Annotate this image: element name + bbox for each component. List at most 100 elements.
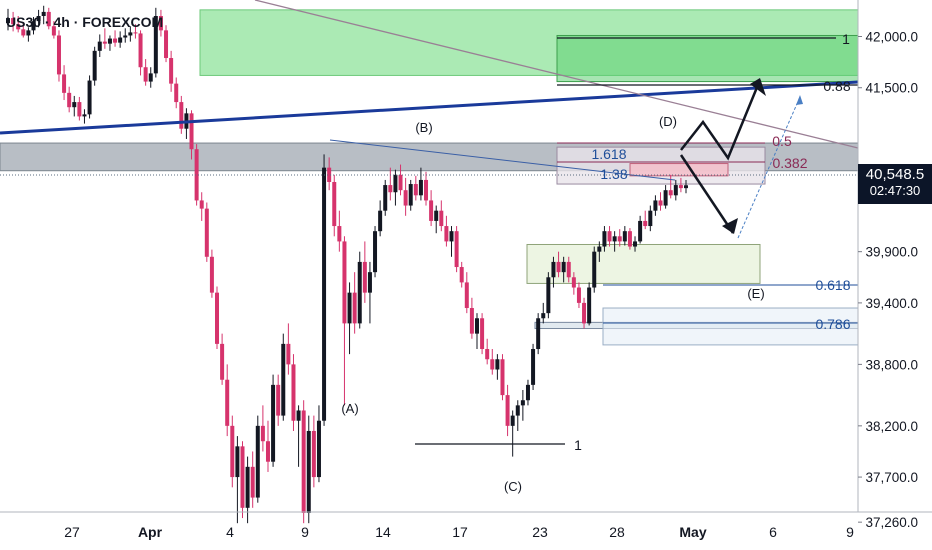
candle-body bbox=[169, 58, 174, 84]
fib-e-zone bbox=[602, 307, 859, 346]
candle-body bbox=[612, 236, 617, 242]
candle-body bbox=[495, 359, 500, 370]
candle-body bbox=[316, 420, 321, 478]
candle-body bbox=[500, 359, 505, 396]
candle-body bbox=[6, 18, 10, 24]
candle-body bbox=[607, 231, 612, 242]
fib-138-label: 1.38 bbox=[600, 166, 627, 182]
candle-body bbox=[434, 210, 439, 221]
candle-body bbox=[332, 181, 337, 227]
candle-body bbox=[327, 167, 332, 182]
candle-body bbox=[337, 226, 342, 242]
descending-trendline bbox=[254, 0, 859, 149]
candle-body bbox=[403, 190, 408, 206]
x-tick-label: 27 bbox=[64, 524, 80, 540]
candle-body bbox=[260, 425, 265, 442]
candle-body bbox=[164, 30, 169, 59]
candle-body bbox=[663, 190, 668, 206]
candle-body bbox=[541, 313, 546, 319]
candle-body bbox=[556, 261, 561, 273]
symbol-title: US30 · 4h · FOREXCOM bbox=[6, 14, 164, 30]
candle-body bbox=[490, 359, 495, 370]
x-tick-label: Apr bbox=[138, 524, 163, 540]
wave-label-e: (E) bbox=[747, 286, 764, 301]
candle-body bbox=[113, 38, 118, 43]
candle-body bbox=[378, 210, 383, 232]
candle-body bbox=[393, 174, 398, 193]
candle-body bbox=[367, 272, 372, 293]
x-tick-label: 17 bbox=[452, 524, 468, 540]
candle-body bbox=[515, 405, 520, 416]
wave-label-a: (A) bbox=[341, 401, 358, 416]
candle-body bbox=[444, 226, 449, 242]
candle-body bbox=[546, 277, 551, 314]
candle-body bbox=[301, 410, 306, 513]
bar-countdown: 02:47:30 bbox=[869, 183, 921, 198]
candle-body bbox=[362, 261, 367, 293]
candle-body bbox=[265, 441, 270, 462]
fib-05-label: 0.5 bbox=[772, 133, 792, 149]
candle-body bbox=[276, 384, 281, 416]
candle-body bbox=[510, 415, 515, 426]
candle-body bbox=[592, 251, 597, 288]
candle-body bbox=[62, 74, 67, 93]
candle-body bbox=[408, 184, 413, 206]
candle-body bbox=[617, 236, 622, 242]
candle-body bbox=[622, 231, 627, 242]
x-tick-label: May bbox=[679, 524, 706, 540]
candle-body bbox=[480, 318, 485, 350]
candle-body bbox=[449, 231, 454, 242]
candle-body bbox=[107, 38, 112, 44]
candle-body bbox=[204, 208, 209, 257]
candle-body bbox=[31, 21, 36, 31]
candle-body bbox=[87, 80, 92, 115]
candle-body bbox=[128, 32, 133, 36]
candle-body bbox=[215, 292, 220, 344]
candle-body bbox=[220, 343, 225, 380]
blue-projection-arrowhead bbox=[796, 95, 803, 105]
candle-body bbox=[51, 26, 56, 36]
candle-body bbox=[11, 18, 16, 25]
candle-body bbox=[118, 37, 123, 43]
candle-body bbox=[668, 190, 673, 196]
candle-body bbox=[311, 430, 316, 478]
wave-label-d: (D) bbox=[659, 114, 677, 129]
chart-labels: (A) (B) (C) (D) (E) 1 1 0.88 0.5 0.382 1.618 1.38 0.… bbox=[341, 31, 851, 494]
y-tick-label: 37,700.0 bbox=[865, 470, 918, 485]
candle-body bbox=[531, 349, 536, 385]
candle-body bbox=[388, 185, 393, 193]
candle-body bbox=[357, 261, 362, 324]
candle-body bbox=[684, 185, 688, 189]
red-zone bbox=[629, 163, 729, 177]
blue-trendline bbox=[0, 80, 859, 135]
candle-body bbox=[322, 167, 327, 421]
candle-body bbox=[102, 41, 107, 44]
candle-body bbox=[143, 67, 148, 82]
candle-body bbox=[648, 210, 653, 227]
candle-body bbox=[536, 318, 541, 350]
candle-body bbox=[158, 16, 163, 31]
target-zone bbox=[556, 34, 859, 83]
candle-body bbox=[352, 292, 357, 324]
candle-body bbox=[235, 446, 240, 478]
candle-body bbox=[633, 241, 638, 247]
fib-0382-label: 0.382 bbox=[772, 155, 807, 171]
candle-body bbox=[230, 425, 235, 478]
candle-body bbox=[209, 256, 214, 293]
candle-body bbox=[245, 466, 250, 508]
projection-up-arrowhead bbox=[750, 78, 766, 96]
candle-body bbox=[138, 33, 143, 68]
candle-body bbox=[271, 384, 276, 462]
current-price: 40,548.5 bbox=[865, 166, 925, 183]
y-tick-label: 39,900.0 bbox=[865, 245, 918, 260]
candle-body bbox=[658, 200, 663, 206]
candle-body bbox=[602, 231, 607, 247]
candle-body bbox=[174, 83, 179, 103]
candle-body bbox=[281, 343, 286, 416]
projection-down bbox=[679, 154, 735, 234]
projection-up bbox=[680, 79, 762, 161]
candle-body bbox=[582, 302, 587, 324]
candle-body bbox=[92, 50, 97, 81]
demand-zone bbox=[526, 243, 761, 284]
